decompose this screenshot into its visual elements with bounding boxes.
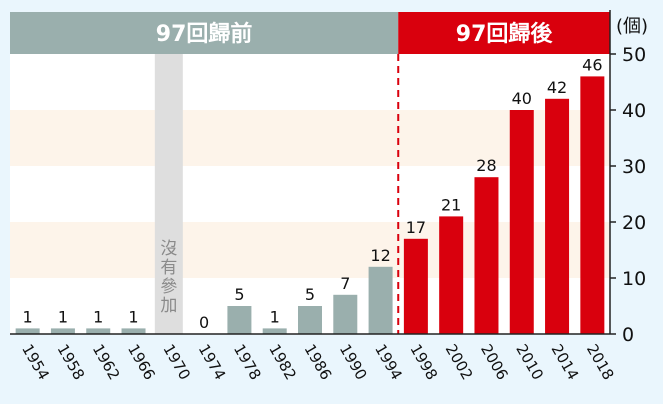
bar [474,177,499,334]
x-tick-label: 1994 [371,341,406,383]
data-label: 40 [512,89,532,108]
data-label: 42 [547,78,567,97]
y-tick-label: 50 [622,44,646,66]
no-participation-label: 沒有參加 [160,239,177,316]
x-tick-label: 2002 [442,341,477,383]
data-label: 21 [441,195,461,214]
no-participation-bar [154,54,183,334]
data-label: 12 [370,246,390,265]
bar [403,238,428,334]
period-header-before [10,12,399,54]
bar [86,328,111,334]
bar [15,328,40,334]
x-tick-label: 1978 [230,341,265,383]
bar [368,266,393,334]
period-label-after: 97回歸後 [456,21,554,47]
x-tick-label: 1958 [53,341,88,383]
x-tick-label: 1966 [124,341,159,383]
bar [298,306,322,334]
bar [121,328,146,334]
bar [439,216,464,334]
y-tick-label: 40 [622,100,646,122]
x-tick-label: 2018 [583,341,618,383]
data-label: 5 [305,285,315,304]
data-label: 0 [199,313,209,332]
bar [580,76,605,335]
y-tick-label: 10 [622,268,646,290]
bar [227,306,252,334]
x-tick-label: 1962 [89,341,124,383]
x-tick-label: 2014 [548,341,583,383]
x-tick-label: 1998 [406,341,441,383]
period-label-before: 97回歸前 [156,21,253,47]
y-tick-label: 0 [622,324,634,346]
x-tick-label: 1970 [159,341,194,383]
data-label: 17 [406,218,426,237]
data-label: 1 [58,307,68,326]
bar [509,110,534,334]
data-label: 1 [128,307,138,326]
x-tick-label: 1986 [301,341,336,383]
x-tick-label: 1974 [195,341,230,383]
x-tick-label: 1982 [265,341,300,383]
y-tick-label: 20 [622,212,646,234]
data-label: 1 [23,307,33,326]
x-tick-label: 1954 [18,341,53,383]
data-label: 1 [93,307,103,326]
data-label: 5 [234,285,244,304]
data-label: 1 [270,307,280,326]
bar [50,328,75,334]
bar [262,328,287,334]
data-label: 46 [582,55,602,74]
y-tick-label: 30 [622,156,646,178]
period-header-after [398,12,610,54]
data-label: 28 [476,156,496,175]
data-label: 7 [340,274,350,293]
bar [545,98,570,334]
x-tick-label: 2006 [477,341,512,383]
x-tick-label: 1990 [336,341,371,383]
bar [333,294,358,334]
x-tick-label: 2010 [512,341,547,383]
y-unit-label: (個) [616,16,648,37]
